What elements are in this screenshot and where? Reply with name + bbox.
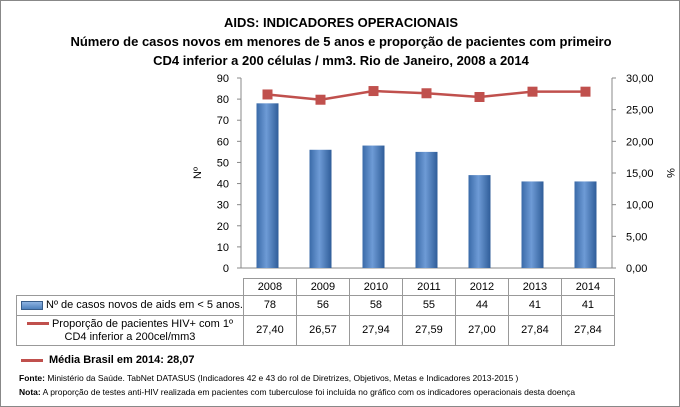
y-tick-label: 90	[217, 73, 229, 85]
legend-bar: Nº de casos novos de aids em < 5 anos.	[16, 295, 244, 316]
line-value: 27,59	[401, 315, 456, 346]
y2-axis-label: %	[664, 168, 676, 178]
category-label: 2010	[348, 278, 403, 296]
line-value: 27,00	[454, 315, 509, 346]
y-tick-label: 40	[217, 179, 229, 191]
line-marker	[474, 92, 485, 102]
y-tick-label: 70	[217, 115, 229, 127]
y-tick-label: 50	[217, 157, 229, 169]
line-marker	[580, 86, 591, 97]
line-value: 26,57	[295, 315, 350, 346]
plot-area: 0 10 20 30 40 50 60 70 80 90 0,00 5,00 10,00 15,00 20,…	[192, 73, 676, 275]
y2-tick-label: 25,00	[626, 105, 654, 117]
y2-tick-label: 15,00	[626, 168, 654, 180]
bar	[468, 175, 491, 268]
line-marker	[421, 88, 432, 99]
legend-bar-swatch	[21, 300, 43, 310]
line-marker	[368, 86, 379, 97]
chart-subtitle-1: Número de casos novos em menores de 5 an…	[70, 34, 612, 49]
bar	[256, 103, 279, 268]
bar-value: 56	[295, 295, 350, 316]
bar	[521, 181, 544, 268]
line-marker	[315, 94, 326, 105]
y-tick-label: 60	[217, 136, 229, 148]
nota: Nota: A proporção de testes anti-HIV rea…	[19, 387, 575, 397]
category-label: 2012	[454, 278, 509, 296]
bar-value: 55	[401, 295, 456, 316]
y-axis-label: Nº	[192, 167, 204, 179]
y2-tick-label: 20,00	[626, 136, 654, 148]
category-label: 2014	[560, 278, 615, 296]
bar	[415, 151, 438, 268]
line-value: 27,40	[242, 315, 297, 346]
category-label: 2008	[242, 278, 297, 296]
line-marker	[262, 89, 273, 100]
category-label: 2013	[507, 278, 562, 296]
legend-line-swatch	[26, 322, 49, 326]
media-brasil-text: Média Brasil em 2014: 28,07	[49, 354, 195, 366]
media-line-icon	[21, 358, 43, 362]
nota-label: Nota:	[19, 387, 41, 397]
chart-title: AIDS: INDICADORES OPERACIONAIS	[223, 15, 459, 30]
y-tick-label: 10	[217, 242, 229, 254]
category-label: 2011	[401, 278, 456, 296]
fonte-label: Fonte:	[19, 373, 45, 383]
line-value: 27,84	[507, 315, 562, 346]
fonte: Fonte: Ministério da Saúde. TabNet DATAS…	[19, 373, 518, 383]
y2-tick-label: 5,00	[626, 231, 647, 243]
bar-value: 58	[348, 295, 403, 316]
category-label: 2009	[295, 278, 350, 296]
line-value: 27,94	[348, 315, 403, 346]
y-tick-label: 0	[223, 263, 229, 275]
bar-value: 41	[507, 295, 562, 316]
y2-tick-label: 10,00	[626, 200, 654, 212]
data-table: 2008 2009 2010 2011 2012 2013 2014 Nº de casos…	[16, 278, 615, 346]
y2-tick-label: 0,00	[626, 263, 647, 275]
bar	[362, 145, 385, 268]
bar-value: 78	[242, 295, 297, 316]
nota-text: A proporção de testes anti-HIV realizada…	[42, 387, 576, 397]
line-value: 27,84	[560, 315, 615, 346]
y-tick-label: 30	[217, 200, 229, 212]
bar-value: 41	[560, 295, 615, 316]
legend-bar-label: Nº de casos novos de aids em < 5 anos.	[46, 299, 243, 311]
line-marker	[527, 86, 538, 97]
legend-line-label: Proporção de pacientes HIV+ com 1º CD4 i…	[51, 317, 234, 343]
bar	[574, 181, 597, 268]
legend-line: Proporção de pacientes HIV+ com 1º CD4 i…	[16, 315, 244, 346]
bar	[309, 149, 332, 268]
y2-tick-label: 30,00	[626, 73, 654, 85]
fonte-text: Ministério da Saúde. TabNet DATASUS (Ind…	[47, 373, 519, 383]
chart-subtitle-2: CD4 inferior a 200 células / mm3. Rio de…	[153, 53, 529, 68]
y-tick-label: 20	[217, 221, 229, 233]
bar-value: 44	[454, 295, 509, 316]
y-tick-label: 80	[217, 94, 229, 106]
media-brasil: Média Brasil em 2014: 28,07	[21, 354, 195, 367]
